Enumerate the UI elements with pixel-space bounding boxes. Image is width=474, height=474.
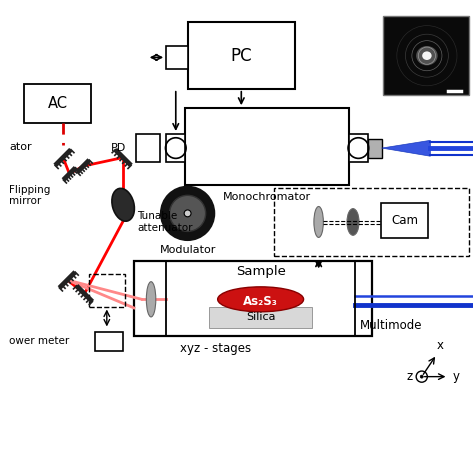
Bar [89,274,125,307]
Bar [185,108,349,185]
Text: x: x [436,339,443,352]
Bar [95,331,123,351]
Ellipse shape [112,188,135,221]
Bar [24,84,91,123]
Bar [381,203,428,238]
Circle shape [161,187,214,240]
Text: Cam: Cam [391,214,418,227]
Ellipse shape [314,207,323,237]
Text: PD: PD [111,143,126,153]
Bar [368,138,382,157]
Text: ator: ator [9,142,32,152]
Polygon shape [382,140,430,156]
Bar [383,16,469,95]
Bar [166,46,188,69]
Text: Silica: Silica [246,312,275,322]
Text: Tunable
attenuator: Tunable attenuator [137,211,192,233]
Text: Monochromator: Monochromator [223,192,311,202]
Bar [209,307,312,328]
Circle shape [170,195,206,231]
Text: As₂S₃: As₂S₃ [243,295,278,308]
Text: xyz - stages: xyz - stages [180,342,251,356]
Ellipse shape [347,209,359,235]
Text: y: y [453,370,460,383]
Circle shape [184,210,191,217]
Bar [136,134,160,162]
Bar [273,188,469,256]
Bar [134,261,373,336]
Text: z: z [406,370,412,383]
Text: Multimode: Multimode [359,319,422,332]
Text: Sample: Sample [236,265,285,278]
Ellipse shape [422,51,432,60]
Text: Modulator: Modulator [159,245,216,255]
Bar [349,134,368,162]
Circle shape [420,375,423,378]
Ellipse shape [218,287,303,312]
Text: AC: AC [47,96,67,111]
Bar [166,134,185,162]
Circle shape [416,371,428,382]
Text: Flipping
mirror: Flipping mirror [9,184,51,206]
Bar [188,22,295,89]
Text: ower meter: ower meter [9,337,70,346]
Text: PC: PC [230,47,252,64]
Ellipse shape [416,46,438,65]
Ellipse shape [146,282,156,317]
